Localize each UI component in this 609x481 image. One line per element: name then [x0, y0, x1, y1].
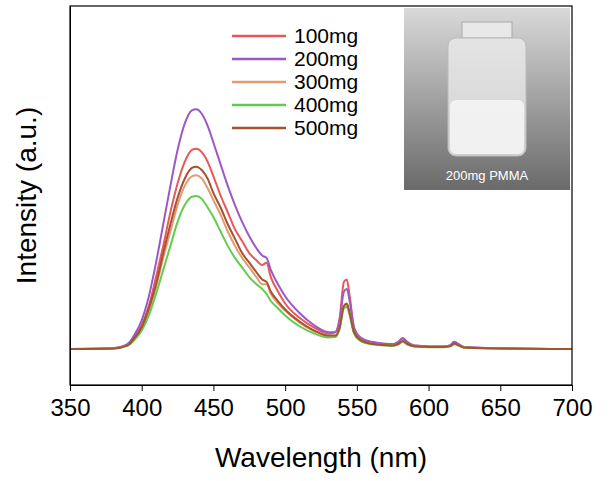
legend-swatch — [232, 58, 286, 61]
series-line — [70, 175, 572, 349]
chart: 200mg PMMA 350 400 450 500 550 600 650 700 100mg2… — [0, 0, 609, 481]
legend-swatch — [232, 81, 286, 84]
legend-swatch — [232, 104, 286, 107]
x-tick-mark — [572, 385, 573, 391]
x-tick: 500 — [266, 385, 306, 421]
x-tick-label: 700 — [552, 394, 592, 421]
legend-label: 300mg — [294, 70, 358, 93]
y-axis — [70, 7, 71, 386]
x-tick: 400 — [122, 385, 162, 421]
legend: 100mg200mg300mg400mg500mg — [232, 24, 358, 139]
lines — [70, 109, 572, 349]
x-axis: 350 400 450 500 550 600 650 700 — [50, 385, 592, 421]
x-tick: 350 — [50, 385, 90, 421]
legend-swatch — [232, 35, 286, 38]
legend-item: 200mg — [232, 47, 358, 70]
legend-item: 300mg — [232, 70, 358, 93]
x-tick-mark — [142, 385, 143, 391]
x-tick-label: 350 — [50, 394, 90, 421]
x-tick: 550 — [337, 385, 377, 421]
legend-label: 400mg — [294, 93, 358, 116]
legend-label: 100mg — [294, 24, 358, 47]
x-tick-label: 450 — [194, 394, 234, 421]
x-tick: 450 — [194, 385, 234, 421]
x-tick: 650 — [481, 385, 521, 421]
series-line — [70, 167, 572, 349]
bottle-liquid — [450, 100, 524, 154]
x-tick-label: 600 — [409, 394, 449, 421]
series-line — [70, 196, 572, 349]
plot: 200mg PMMA 350 400 450 500 550 600 650 700 100mg2… — [50, 6, 592, 421]
x-axis-line — [71, 385, 573, 386]
legend-item: 400mg — [232, 93, 358, 116]
x-tick-mark — [357, 385, 358, 391]
series-line — [70, 149, 572, 349]
x-tick-mark — [429, 385, 430, 391]
legend-label: 500mg — [294, 116, 358, 139]
legend-item: 500mg — [232, 116, 358, 139]
x-tick-mark — [285, 385, 286, 391]
legend-swatch — [232, 127, 286, 130]
bottle-neck — [462, 22, 512, 38]
inset-label: 200mg PMMA — [446, 168, 529, 183]
x-tick-mark — [500, 385, 501, 391]
y-axis-line — [70, 7, 71, 386]
plot-frame — [70, 6, 572, 385]
x-tick-mark — [70, 385, 71, 391]
series-line — [70, 109, 572, 349]
x-tick: 700 — [552, 385, 592, 421]
x-axis-title: Wavelength (nm) — [215, 442, 427, 473]
x-tick-label: 500 — [266, 394, 306, 421]
x-tick-mark — [213, 385, 214, 391]
inset-background — [404, 8, 570, 190]
y-axis-title: Intensity (a.u.) — [11, 107, 42, 284]
inset: 200mg PMMA — [404, 8, 570, 190]
bottle — [448, 38, 526, 156]
x-tick-label: 400 — [122, 394, 162, 421]
x-tick: 600 — [409, 385, 449, 421]
x-tick-label: 550 — [337, 394, 377, 421]
x-tick-label: 650 — [481, 394, 521, 421]
legend-label: 200mg — [294, 47, 358, 70]
legend-item: 100mg — [232, 24, 358, 47]
